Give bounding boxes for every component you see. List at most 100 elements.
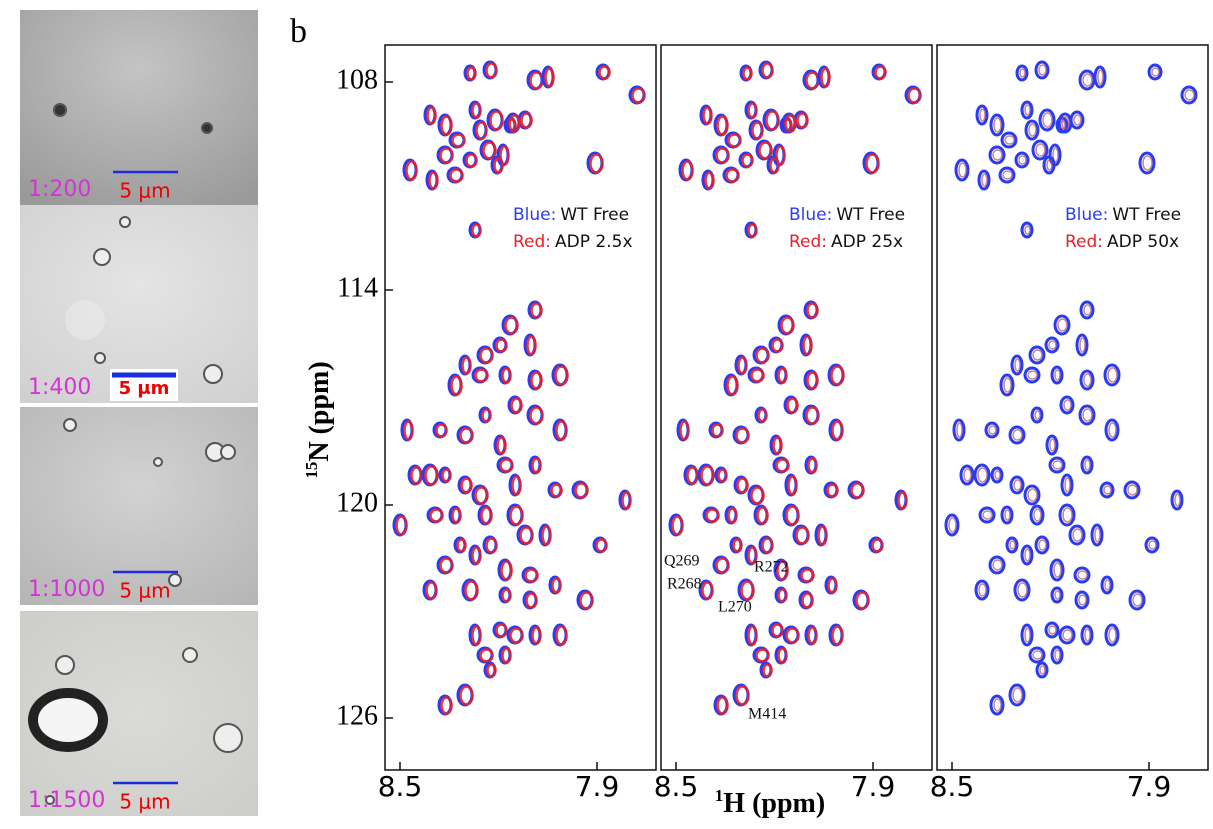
droplet: [220, 444, 236, 460]
peak-adp: [531, 457, 542, 474]
droplet: [65, 300, 105, 340]
peak-adp: [410, 466, 423, 485]
peak-adp: [993, 117, 1002, 133]
peak-adp: [474, 368, 489, 383]
legend-key: Blue:: [789, 205, 832, 225]
peak-adp: [1073, 114, 1082, 126]
x-tick-label: 7.9: [851, 770, 896, 803]
x-tick-label: 7.9: [575, 770, 620, 803]
droplet: [63, 418, 77, 432]
peak-adp: [1082, 73, 1093, 87]
peak-adp: [435, 423, 448, 438]
peak-wt: [1014, 151, 1030, 169]
peak-adp: [1151, 67, 1160, 77]
peak-wt: [1028, 345, 1046, 365]
peak-adp: [992, 559, 1003, 571]
peak-wt: [1099, 481, 1115, 499]
peak-adp: [787, 475, 798, 496]
peak-adp: [485, 62, 498, 79]
peak-adp: [1094, 527, 1101, 543]
peak-adp: [1014, 358, 1021, 372]
droplet: [53, 103, 67, 117]
peak-wt: [1035, 661, 1049, 679]
peak-adp: [509, 627, 524, 644]
peak-adp: [948, 517, 957, 533]
residue-label: R268: [667, 576, 702, 593]
peak-adp: [395, 515, 408, 536]
peak-adp: [780, 316, 795, 335]
legend-text: WT Free: [1112, 205, 1181, 225]
peak-adp: [1077, 570, 1088, 580]
residue-label: R272: [754, 559, 789, 576]
peak-adp: [777, 367, 788, 384]
y-tick-label: 108: [336, 64, 378, 95]
peak-adp: [471, 102, 482, 119]
peak-adp: [716, 115, 729, 136]
peak-adp: [742, 66, 753, 81]
legend-text: ADP 2.5x: [555, 232, 632, 252]
peak-wt: [1045, 434, 1059, 456]
spectrum-peaks: [668, 60, 922, 716]
peak-wt: [1075, 333, 1089, 357]
peak-adp: [830, 365, 845, 386]
peak-adp: [686, 466, 699, 485]
peak-adp: [981, 173, 988, 187]
peak-adp: [750, 486, 765, 505]
peak-adp: [775, 458, 790, 473]
peak-wt: [1060, 473, 1074, 497]
legend-key: Red:: [789, 232, 827, 252]
peak-adp: [530, 371, 543, 390]
peak-adp: [1033, 508, 1042, 522]
peak-adp: [1132, 593, 1143, 607]
peak-wt: [989, 694, 1005, 716]
peak-adp: [1142, 155, 1153, 171]
peak-adp: [451, 507, 462, 524]
peak-adp: [755, 648, 770, 663]
peak-adp: [501, 367, 512, 384]
peak-adp: [807, 457, 818, 474]
peak-adp: [579, 591, 594, 610]
legend-key: Blue:: [1065, 205, 1108, 225]
peak-adp: [831, 420, 844, 441]
peak-adp: [526, 335, 537, 356]
peak-wt: [1104, 418, 1120, 442]
peak-adp: [440, 115, 453, 136]
peak-adp: [501, 588, 512, 603]
peak-adp: [756, 506, 769, 525]
peak-adp: [501, 647, 512, 664]
peak-adp: [727, 507, 738, 524]
x-tick-label: 8.5: [930, 770, 975, 803]
droplet: [94, 352, 106, 364]
peak-wt: [1029, 504, 1045, 526]
peak-adp: [865, 153, 880, 174]
peak-adp: [1057, 318, 1068, 332]
peak-adp: [817, 525, 828, 546]
peak-adp: [1048, 625, 1057, 635]
legend-entry: Red: ADP 2.5x: [513, 232, 633, 252]
peak-adp: [471, 223, 482, 238]
peak-adp: [479, 648, 494, 663]
peak-adp: [1004, 135, 1015, 145]
peak-adp: [711, 423, 724, 438]
peak-adp: [1012, 429, 1023, 441]
peak-adp: [508, 114, 521, 133]
peak-wt: [1000, 131, 1018, 149]
peak-adp: [1184, 89, 1195, 101]
peak-adp: [466, 66, 477, 81]
legend-entry: Red: ADP 50x: [1065, 232, 1179, 252]
peak-wt: [978, 506, 996, 524]
peak-adp: [589, 153, 604, 174]
peak-wt: [1138, 151, 1156, 175]
peak-adp: [705, 508, 720, 523]
peak-wt: [990, 466, 1004, 484]
droplet: [203, 364, 223, 384]
peak-adp: [671, 515, 684, 536]
peak-adp: [871, 538, 884, 553]
peak-adp: [725, 168, 740, 183]
scale-label: 5 μm: [119, 790, 170, 814]
peak-adp: [555, 420, 568, 441]
peak-adp: [772, 436, 783, 455]
peak-adp: [826, 483, 839, 498]
peak-adp: [504, 316, 519, 335]
